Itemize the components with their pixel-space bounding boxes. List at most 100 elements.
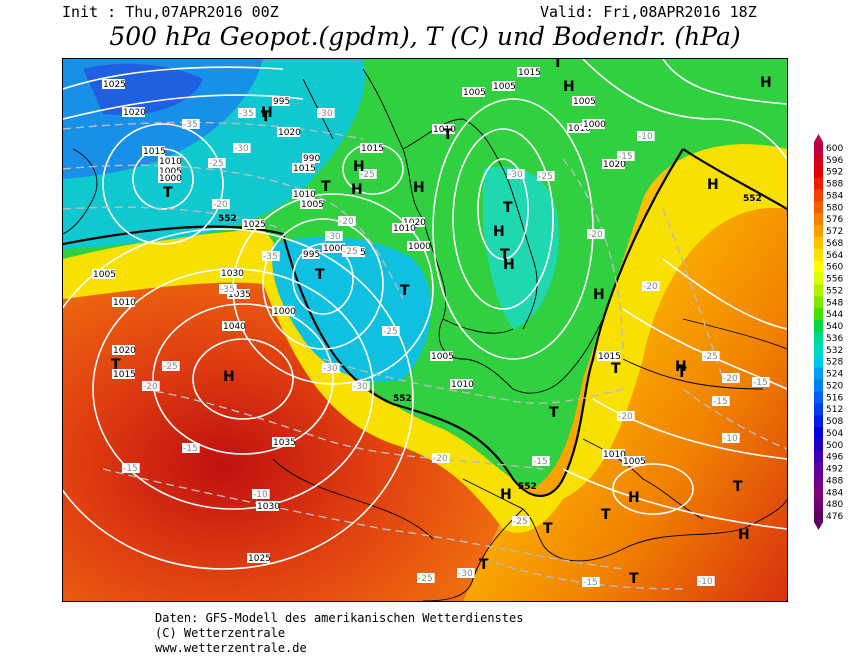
temperature-label: -35	[220, 285, 235, 295]
map-labels: 1025102010151010100510009959901025103010…	[92, 59, 772, 588]
legend-swatch	[814, 201, 823, 214]
temperature-label-bg	[382, 326, 400, 336]
isobar-label-bg	[360, 143, 383, 153]
website-link[interactable]: www.wetterzentrale.de	[155, 641, 307, 655]
isobar-label-bg	[402, 217, 425, 227]
geopotential-label: 552	[518, 482, 537, 492]
isobar-label-bg	[122, 107, 145, 117]
temperature-label: -10	[638, 132, 653, 142]
legend-swatch	[814, 260, 823, 274]
legend-swatch	[814, 308, 823, 321]
isobar-label: 1015	[518, 68, 541, 78]
legend-label: 600	[826, 144, 843, 154]
isobar-label-bg	[302, 249, 320, 259]
isobar-label: 1025	[103, 80, 126, 90]
high-pressure-marker: H	[223, 369, 235, 385]
temperature-label: -20	[588, 230, 603, 240]
legend-swatch	[814, 165, 823, 179]
map-title: 500 hPa Geopot.(gpdm), T (C) und Bodendr…	[109, 22, 741, 51]
temperature-label: -30	[458, 569, 473, 579]
valid-time: Valid: Fri,08APR2016 18Z	[540, 3, 757, 21]
temperature-label: -25	[418, 574, 433, 584]
legend-label: 568	[826, 239, 843, 249]
isobar-label-bg	[158, 166, 181, 176]
temperature-label: -25	[513, 517, 528, 527]
legend-swatch	[814, 332, 823, 345]
isobar-label: 1005	[463, 88, 486, 98]
isobar-label-bg	[392, 223, 415, 233]
temperature-label-bg	[162, 361, 180, 371]
legend-label: 552	[826, 286, 843, 296]
legend-swatch	[814, 343, 823, 357]
high-pressure-marker: H	[593, 287, 605, 303]
legend-arrow-top	[814, 134, 823, 142]
legend-swatch	[814, 355, 823, 369]
temperature-label: -25	[343, 247, 358, 257]
isobar-label-bg	[272, 437, 295, 447]
temperature-label: -15	[183, 444, 198, 454]
isobar-label-bg	[102, 79, 125, 89]
high-pressure-marker: H	[261, 105, 273, 121]
temperature-label: -25	[703, 352, 718, 362]
legend-label: 532	[826, 346, 843, 356]
isobar-label: 995	[273, 97, 290, 107]
isobar-label: 1010	[159, 157, 182, 167]
yellow-band	[63, 139, 787, 533]
isobar-label-bg	[602, 449, 625, 459]
isobar-label-bg	[302, 153, 320, 163]
legend-swatch	[814, 498, 823, 511]
isobar-label: 1020	[113, 346, 136, 356]
temperature-label-bg	[432, 453, 450, 463]
temperature-label: -30	[318, 109, 333, 119]
isobar-label: 995	[303, 250, 320, 260]
temperature-label-bg	[457, 568, 475, 578]
temperature-label: -15	[533, 457, 548, 467]
isobar-label-bg	[292, 189, 315, 199]
temperature-label-bg	[219, 284, 237, 294]
isobar-label: 1030	[257, 502, 280, 512]
isobar-label-bg	[247, 553, 270, 563]
temperature-label-bg	[322, 363, 340, 373]
isobar-label-bg	[242, 219, 265, 229]
temperature-label-bg	[752, 377, 770, 387]
temperature-label-bg	[212, 199, 230, 209]
high-pressure-marker: H	[760, 75, 772, 91]
temperature-label-bg	[317, 108, 335, 118]
low-pressure-marker: T	[315, 267, 325, 283]
legend-label: 580	[826, 203, 843, 213]
legend-label: 536	[826, 334, 843, 344]
temperature-label-bg	[617, 151, 635, 161]
isobar-label-bg	[450, 379, 473, 389]
temperature-label: -20	[618, 412, 633, 422]
temperature-label: -15	[583, 578, 598, 588]
teal-scandinavia	[483, 166, 559, 329]
low-pressure-marker: T	[443, 127, 453, 143]
legend-label: 544	[826, 310, 843, 320]
isobar-label-bg	[492, 81, 515, 91]
high-pressure-marker: H	[707, 177, 719, 193]
isobar-label-bg	[567, 123, 590, 133]
temperature-label-bg	[512, 516, 530, 526]
isobar-label-bg	[322, 243, 345, 253]
legend-swatch	[814, 284, 823, 297]
temperature-label: -30	[353, 382, 368, 392]
geopotential-label: 552	[743, 194, 762, 204]
high-pressure-marker: H	[353, 159, 365, 175]
isobar-label: 1015	[293, 164, 316, 174]
temperature-label-bg	[697, 576, 715, 586]
weather-map: 1025102010151010100510009959901025103010…	[62, 58, 788, 602]
temperature-label-bg	[702, 351, 720, 361]
temperature-label: -25	[360, 170, 375, 180]
legend-label: 504	[826, 429, 843, 439]
isobar-label: 1010	[293, 190, 316, 200]
isobar-label-bg	[582, 119, 605, 129]
isobar-label: 1005	[493, 82, 516, 92]
legend-swatch	[814, 391, 823, 404]
isobar-label: 1005	[159, 167, 182, 177]
temperature-label-bg	[359, 169, 377, 179]
legend-label: 596	[826, 156, 843, 166]
isobar-label: 1015	[113, 370, 136, 380]
low-pressure-marker: T	[543, 521, 553, 537]
temperature-label: -35	[263, 252, 278, 262]
temperature-label: -10	[698, 577, 713, 587]
